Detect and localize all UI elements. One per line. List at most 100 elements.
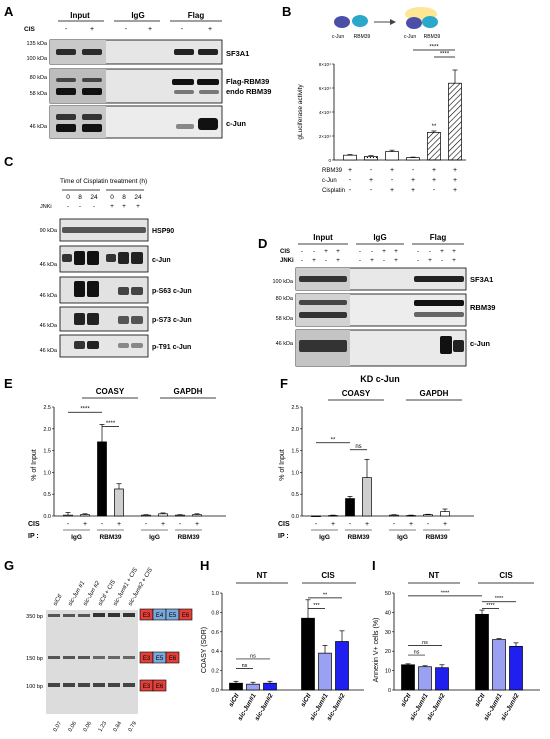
blot-c-ps73 — [59, 306, 149, 332]
y-tick-label: 0 — [388, 688, 391, 694]
band-label: RBM39 — [470, 303, 495, 312]
ip-label: IP : — [28, 533, 39, 540]
blot-d-rbm39 — [295, 293, 467, 327]
bar — [418, 666, 432, 691]
b-sign: + — [453, 187, 457, 194]
cis-sign: - — [315, 521, 318, 528]
jnki-label: JNKi — [280, 258, 294, 264]
cis-sign: - — [429, 248, 431, 255]
cis-sign: - — [65, 26, 68, 33]
cis-label: CIS — [278, 521, 290, 528]
panel-letter-i: I — [372, 558, 376, 573]
cis-sign: + — [443, 521, 447, 528]
bar — [406, 515, 416, 517]
cis-label: CIS — [280, 249, 290, 255]
f-sign-table: - + - + - + - +IgG RBM39 IgG RBM39 — [311, 521, 450, 541]
cis-sign: + — [324, 248, 328, 255]
bar — [192, 514, 202, 517]
header-input: Input — [70, 11, 90, 20]
jnki-sign: - — [301, 257, 303, 264]
g-ratio-labels: 0.07 0.06 0.06 1.23 0.84 0.79 — [53, 721, 139, 733]
band-label: p-T91 c-Jun — [152, 344, 191, 351]
b-sign: + — [453, 177, 457, 184]
marker-label: 100 kDa — [27, 56, 48, 62]
jnki-sign: - — [441, 257, 443, 264]
jnki-sign: - — [359, 257, 361, 264]
e-sign-table: - + - + - + - +IgG RBM39 IgG RBM39 — [63, 521, 202, 541]
exon-label: E3 — [143, 656, 151, 662]
b-sign: + — [390, 187, 394, 194]
y-tick-label: 2.0 — [43, 427, 51, 433]
blot-a-cjun — [49, 105, 223, 139]
group-label: NT — [429, 571, 440, 580]
cis-sign: - — [181, 26, 184, 33]
marker-label: 100 kDa — [273, 279, 294, 285]
blot-a-sf3a1 — [49, 39, 223, 65]
b-sign: - — [370, 167, 373, 174]
panel-letter-h: H — [200, 558, 209, 573]
y-tick-label: 2.5 — [291, 405, 299, 411]
d-sign-table: - - + + - - + + - - + + - + - + - + - + - + - + — [301, 248, 456, 264]
jnki-sign: + — [428, 257, 432, 264]
cis-sign: - — [145, 521, 148, 528]
header-flag: Flag — [188, 11, 205, 20]
bar — [406, 157, 420, 161]
panel-letter-f: F — [280, 376, 288, 391]
y-tick-label: 6×10⁴ — [319, 86, 331, 91]
band-label: p-S73 c-Jun — [152, 317, 192, 324]
lane-label: siCtl — [53, 593, 64, 607]
bar — [401, 664, 415, 691]
bar — [328, 515, 338, 517]
y-tick-label: 0.5 — [291, 492, 299, 498]
jnki-sign: - — [417, 257, 419, 264]
bar — [492, 639, 506, 691]
time-value: 0 — [66, 194, 70, 201]
exon-label: E6 — [169, 656, 177, 662]
band-label: endo RBM39 — [226, 87, 271, 96]
marker-label: 46 kDa — [276, 341, 294, 347]
bar — [246, 683, 260, 691]
marker-label: 46 kDa — [40, 323, 58, 329]
b-sign: - — [370, 187, 373, 194]
y-axis-label: COASY (SOR) — [201, 627, 208, 673]
b-sign: - — [433, 187, 436, 194]
blot-c-cjun — [59, 245, 149, 273]
y-tick-label: 0.0 — [43, 514, 51, 520]
blot-d-cjun — [295, 329, 467, 367]
cis-sign: - — [359, 248, 361, 255]
bar — [440, 511, 450, 517]
y-tick-label: 8×10⁴ — [319, 62, 331, 67]
cis-sign: - — [393, 521, 396, 528]
y-tick-label: 0.0 — [291, 514, 299, 520]
bar — [318, 652, 332, 691]
y-axis-label: gLuciferase activity — [297, 84, 304, 140]
b-sign: + — [432, 177, 436, 184]
b-sign: - — [412, 167, 415, 174]
marker-label: 58 kDa — [276, 316, 294, 322]
panel-a: A Input IgG Flag CIS - + - + - + — [4, 4, 271, 139]
marker-label: 80 kDa — [276, 296, 294, 302]
cis-sign: - — [101, 521, 104, 528]
exon-diagram-skip4: E3 E5 E6 — [139, 651, 180, 664]
marker-label: 46 kDa — [40, 262, 58, 268]
bar — [435, 667, 449, 691]
y-tick-label: 0 — [328, 158, 331, 163]
bar — [335, 641, 349, 691]
band-label: HSP90 — [152, 228, 174, 235]
bar — [364, 156, 378, 161]
marker-label: 58 kDa — [30, 91, 48, 97]
bar — [389, 514, 399, 517]
sig-label: ns — [355, 444, 361, 450]
cis-sign: + — [409, 521, 413, 528]
blot-a-rbm39 — [49, 68, 223, 104]
ratio-label: 0.07 — [53, 721, 64, 733]
cis-sign: + — [365, 521, 369, 528]
panel-letter-e: E — [4, 376, 13, 391]
b-sign: - — [391, 177, 394, 184]
panel-letter-g: G — [4, 558, 14, 573]
panel-c: C Time of Cisplatin treatment (h) 0 8 24… — [4, 154, 192, 358]
